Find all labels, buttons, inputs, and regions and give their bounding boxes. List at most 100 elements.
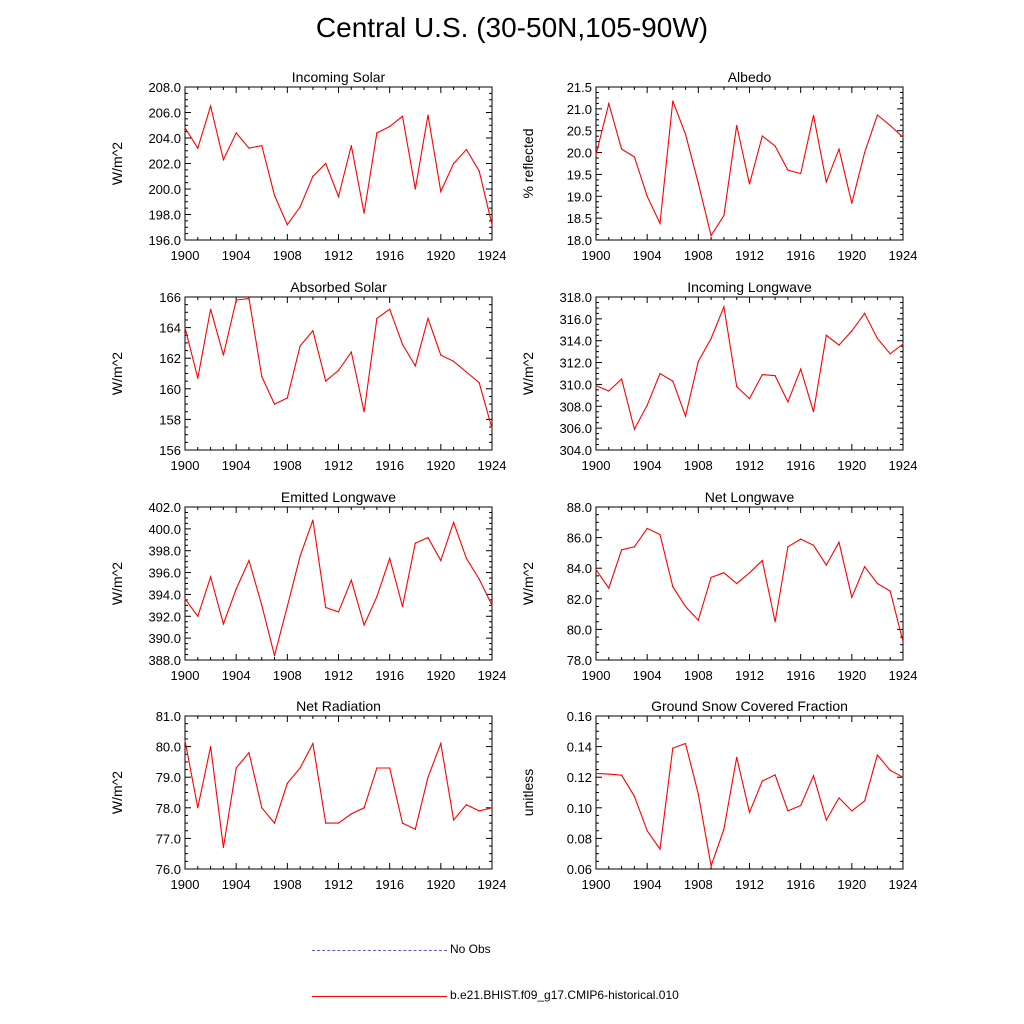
data-point: [889, 769, 891, 771]
y-tick-label: 208.0: [148, 80, 181, 95]
data-point: [864, 800, 866, 802]
y-tick-label: 392.0: [148, 609, 181, 624]
x-tick-label: 1920: [426, 877, 455, 892]
data-point: [672, 747, 674, 749]
x-tick-label: 1912: [324, 668, 353, 683]
x-tick-label: 1904: [633, 458, 662, 473]
data-point: [197, 377, 199, 379]
y-tick-label: 21.0: [567, 102, 592, 117]
data-point: [184, 598, 186, 600]
y-tick-label: 80.0: [567, 622, 592, 637]
data-point: [478, 578, 480, 580]
data-point: [838, 344, 840, 346]
data-point: [363, 212, 365, 214]
data-point: [620, 148, 623, 150]
data-point: [273, 194, 276, 196]
data-point: [595, 772, 597, 774]
x-tick-label: 1916: [786, 668, 815, 683]
data-point: [184, 327, 186, 329]
data-point: [851, 596, 853, 598]
data-point: [902, 136, 904, 138]
data-point: [800, 172, 802, 175]
y-axis-label: W/m^2: [520, 352, 536, 395]
x-tick-label: 1924: [889, 668, 918, 683]
data-point: [401, 605, 404, 608]
data-point: [723, 828, 725, 830]
x-tick-label: 1908: [273, 668, 302, 683]
data-point: [376, 132, 378, 134]
data-point: [800, 538, 802, 540]
data-point: [646, 527, 648, 530]
y-tick-label: 82.0: [567, 592, 592, 607]
x-tick-label: 1916: [375, 458, 404, 473]
data-point: [440, 559, 442, 562]
data-point: [350, 351, 352, 353]
data-point: [363, 807, 365, 809]
data-point: [350, 145, 352, 147]
data-point: [273, 822, 276, 824]
data-point: [876, 114, 879, 116]
data-point: [825, 181, 827, 183]
data-point: [235, 132, 237, 134]
data-point: [222, 846, 224, 849]
x-tick-label: 1908: [273, 877, 302, 892]
y-tick-label: 308.0: [559, 399, 592, 414]
data-point: [748, 811, 751, 813]
data-point: [222, 623, 224, 625]
x-tick-label: 1912: [735, 458, 764, 473]
y-tick-label: 156: [159, 443, 181, 458]
data-point: [633, 795, 635, 797]
x-tick-label: 1908: [684, 668, 713, 683]
data-point: [902, 776, 904, 778]
data-point: [595, 384, 597, 387]
y-tick-label: 88.0: [567, 500, 592, 515]
x-tick-label: 1916: [375, 668, 404, 683]
data-point: [299, 767, 301, 769]
x-tick-label: 1912: [735, 877, 764, 892]
plot-frame: [184, 86, 493, 241]
data-point: [889, 353, 891, 355]
data-point: [800, 368, 802, 370]
data-point: [465, 557, 468, 559]
data-point: [633, 428, 635, 430]
data-point: [672, 100, 674, 102]
data-point: [209, 746, 212, 748]
y-tick-label: 400.0: [148, 522, 181, 537]
data-point: [710, 865, 712, 867]
plot-frame: [184, 506, 493, 661]
legend-model-label: b.e21.BHIST.f09_g17.CMIP6-historical.010: [450, 988, 679, 1002]
data-point: [684, 415, 687, 417]
y-axis-label: unitless: [520, 769, 536, 816]
x-tick-label: 1900: [171, 877, 200, 892]
data-point: [248, 297, 250, 300]
data-point: [672, 585, 674, 588]
panel-title: Albedo: [728, 69, 772, 85]
y-tick-label: 77.0: [156, 831, 181, 846]
data-point: [222, 354, 224, 356]
data-point: [389, 308, 391, 310]
data-point: [261, 375, 263, 378]
data-point: [748, 183, 751, 185]
y-tick-label: 198.0: [148, 208, 181, 223]
data-point: [414, 188, 416, 190]
data-point: [774, 621, 776, 623]
data-point: [273, 403, 276, 405]
y-tick-label: 0.14: [567, 740, 592, 755]
y-tick-label: 162: [159, 351, 181, 366]
data-point: [774, 375, 776, 377]
data-point: [389, 767, 391, 769]
data-point: [350, 579, 352, 581]
plot-frame: [595, 506, 904, 661]
x-tick-label: 1924: [889, 458, 918, 473]
data-point: [465, 804, 468, 806]
data-point: [812, 411, 815, 413]
data-point: [787, 546, 789, 548]
data-point: [608, 587, 610, 589]
data-point: [902, 641, 904, 643]
data-point: [838, 541, 840, 543]
data-point: [401, 822, 404, 824]
panel-1: Albedo % reflected 1900 1904 1908 1912 1916 192…: [520, 69, 917, 263]
y-tick-label: 318.0: [559, 290, 592, 305]
data-point: [851, 202, 853, 204]
data-point: [633, 156, 635, 158]
